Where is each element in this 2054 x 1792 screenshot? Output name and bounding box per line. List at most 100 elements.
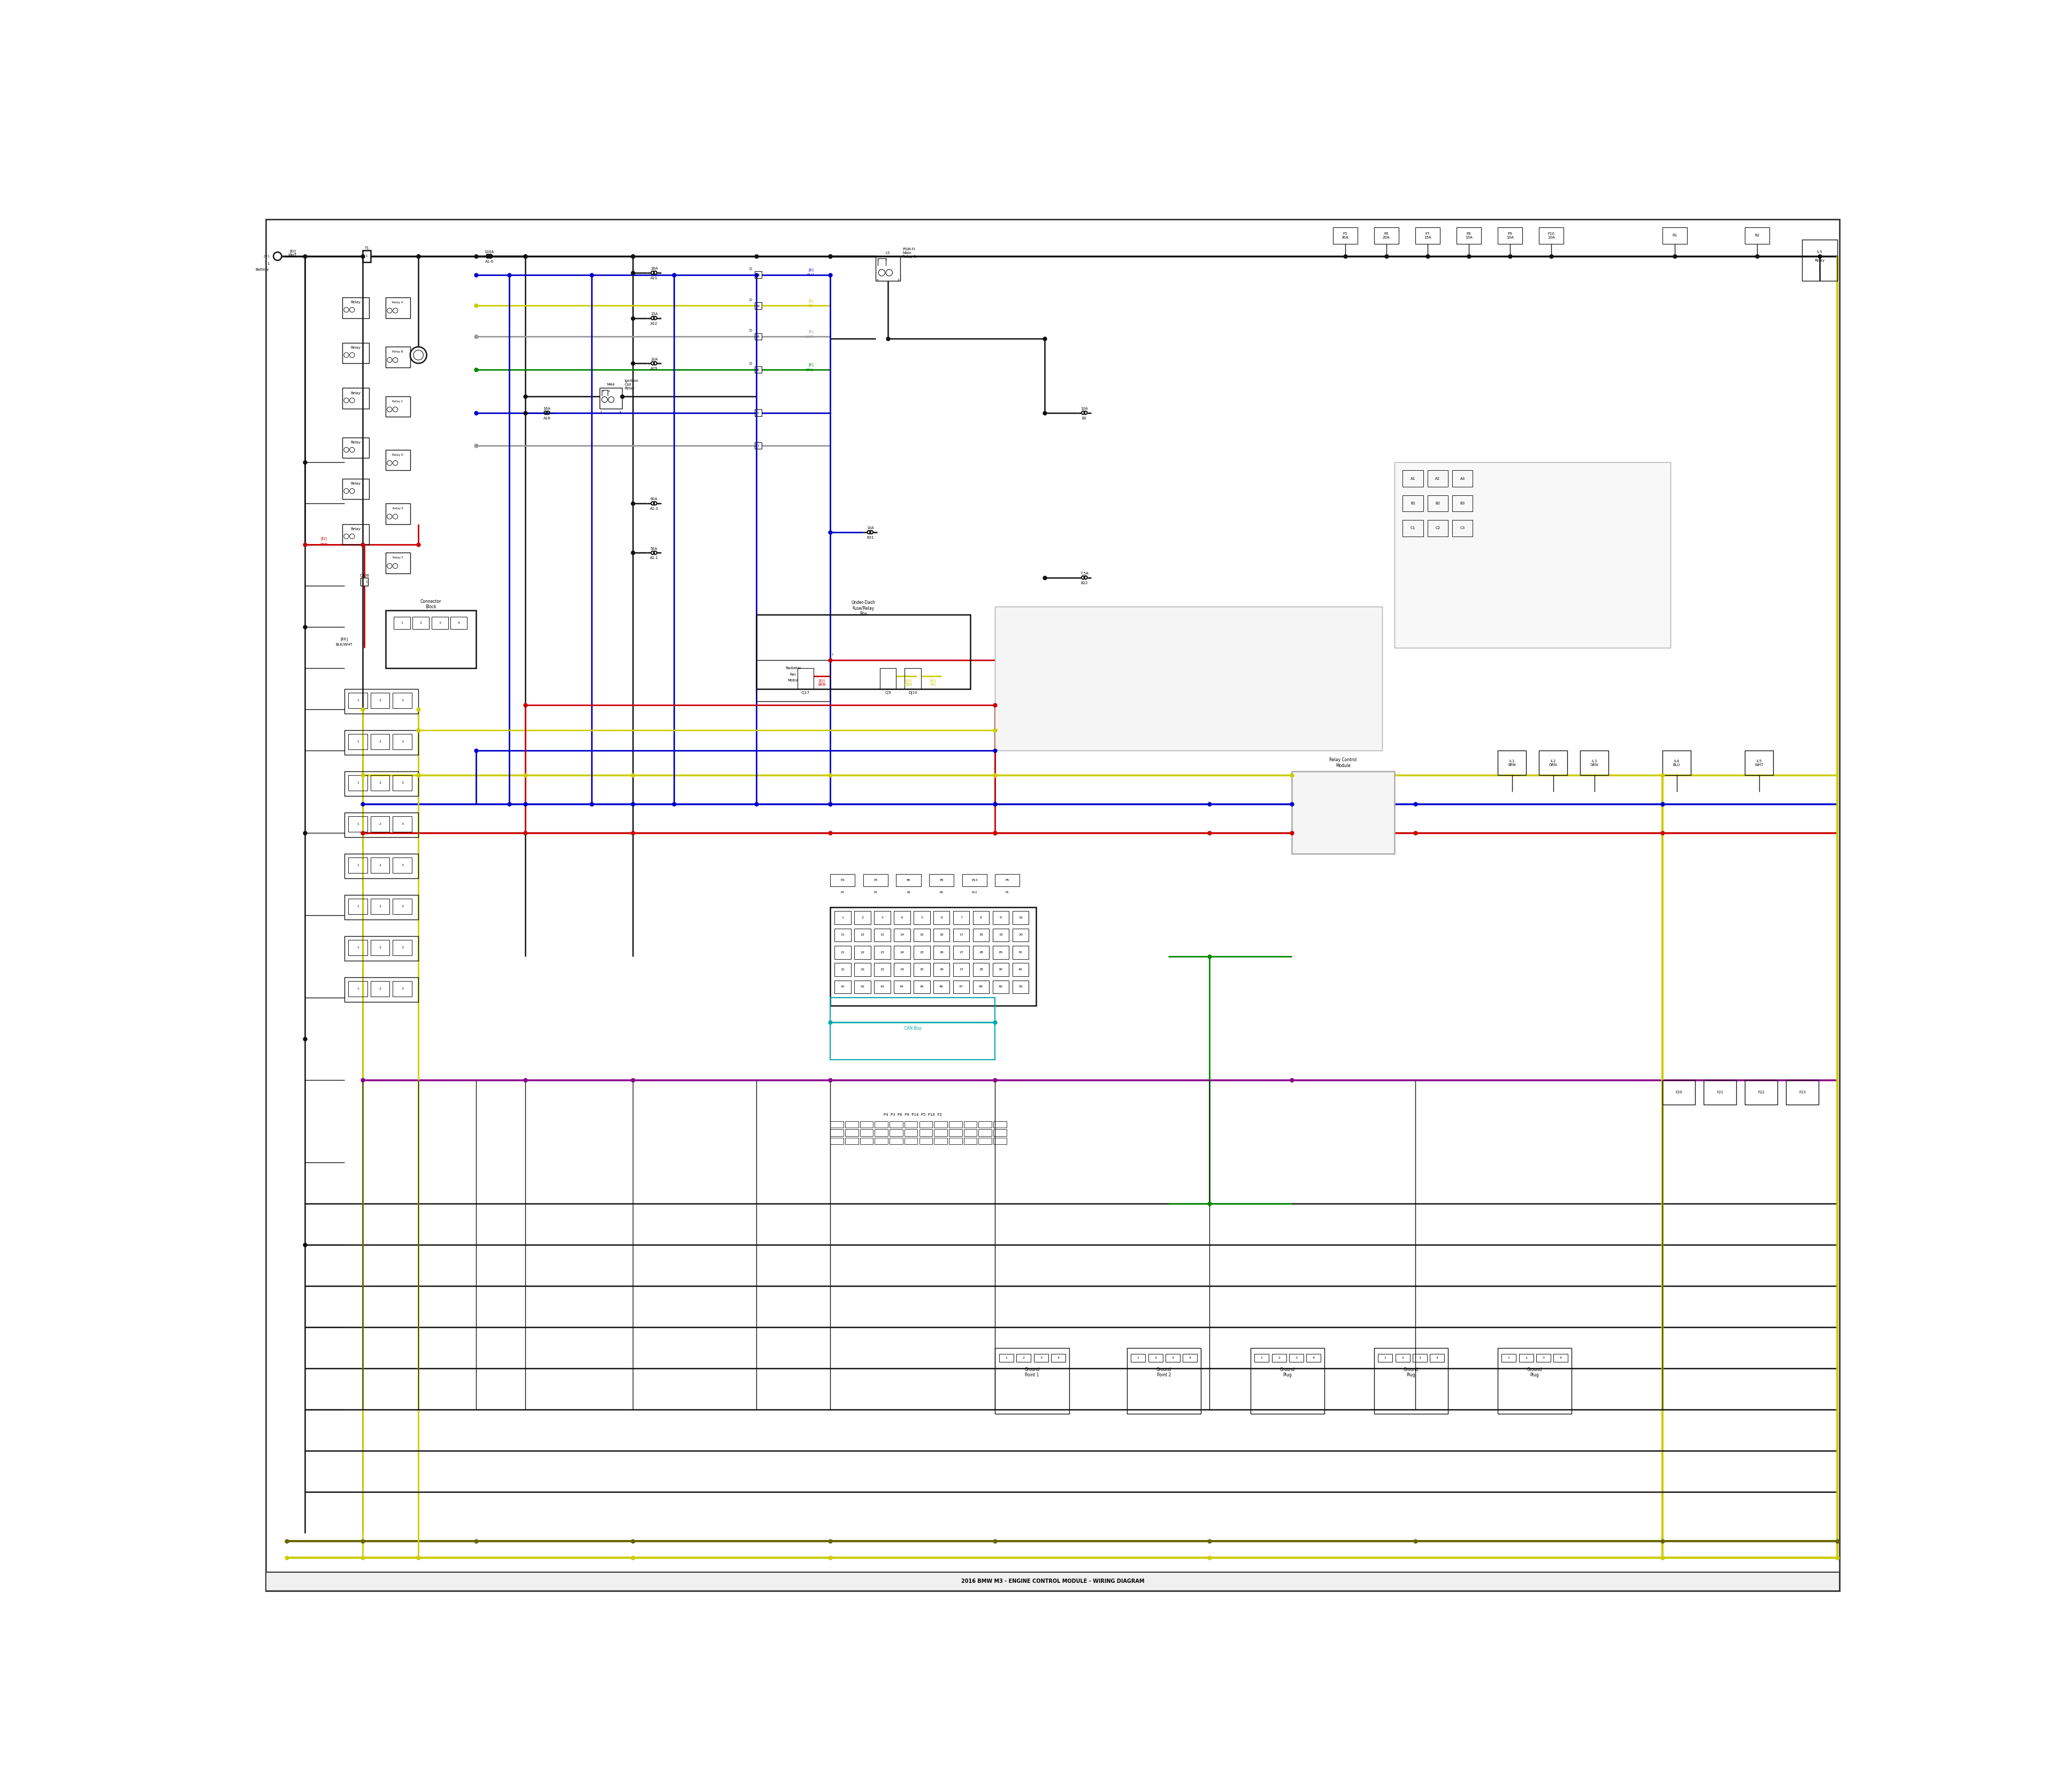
Bar [953, 962, 969, 977]
Text: F22: F22 [1758, 1091, 1764, 1093]
Bar [933, 946, 949, 959]
Text: 3: 3 [401, 781, 403, 785]
Text: 2: 2 [1524, 1357, 1528, 1360]
Text: 4: 4 [1436, 1357, 1438, 1360]
Bar [1497, 1348, 1571, 1414]
Bar [893, 980, 910, 993]
Bar [1428, 520, 1448, 536]
Text: IL5: IL5 [1818, 251, 1822, 254]
Text: Relay E: Relay E [392, 507, 403, 509]
Text: T1: T1 [364, 246, 370, 249]
Bar [370, 694, 390, 708]
Text: Relay: Relay [351, 346, 362, 349]
Bar [349, 817, 368, 831]
Bar [431, 616, 448, 629]
Text: P6: P6 [906, 891, 910, 894]
Text: 1: 1 [267, 262, 269, 265]
Bar [974, 910, 990, 925]
Text: Fan: Fan [791, 672, 797, 676]
Bar [392, 735, 411, 749]
Bar [830, 1122, 844, 1127]
Bar [1013, 910, 1029, 925]
Text: 31: 31 [840, 968, 844, 971]
Text: Relay: Relay [351, 441, 362, 444]
Bar [343, 437, 370, 459]
Text: 10A: 10A [1080, 407, 1089, 410]
Bar [889, 1129, 904, 1136]
Text: 1: 1 [842, 916, 844, 919]
Bar [953, 980, 969, 993]
Bar [1413, 1355, 1428, 1362]
Bar [797, 668, 813, 688]
Text: 24: 24 [900, 952, 904, 953]
Text: 38: 38 [980, 968, 984, 971]
Text: Ground
Plug: Ground Plug [1403, 1367, 1419, 1378]
Bar [854, 910, 871, 925]
Bar [974, 946, 990, 959]
Text: 2: 2 [380, 699, 382, 702]
Bar [949, 1122, 961, 1127]
Bar [834, 962, 850, 977]
Text: 29: 29 [998, 952, 1002, 953]
Bar [994, 1122, 1006, 1127]
Text: 45: 45 [920, 986, 924, 987]
Bar [386, 504, 411, 523]
Text: D: D [750, 330, 752, 332]
Bar [343, 523, 370, 545]
Bar [893, 946, 910, 959]
Text: (+): (+) [263, 254, 269, 258]
Bar [854, 980, 871, 993]
Bar [1183, 1355, 1197, 1362]
Text: 14: 14 [900, 934, 904, 937]
Bar [873, 962, 889, 977]
Bar [935, 1138, 947, 1145]
Text: 16A: 16A [651, 267, 657, 271]
Bar [1395, 1355, 1409, 1362]
Bar [953, 946, 969, 959]
Text: Ignition
Coil
Relay: Ignition Coil Relay [624, 380, 639, 391]
Bar [386, 552, 411, 573]
Text: 22: 22 [861, 952, 865, 953]
Bar [1662, 228, 1686, 244]
Bar [392, 900, 411, 914]
Text: 2: 2 [1023, 1357, 1025, 1360]
Bar [386, 450, 411, 471]
Text: D: D [750, 267, 752, 271]
Bar [1538, 751, 1567, 776]
Bar [1538, 228, 1563, 244]
Text: P9: P9 [939, 891, 943, 894]
Bar [345, 853, 419, 878]
Text: 1: 1 [357, 905, 359, 909]
Bar [370, 982, 390, 996]
Bar [949, 1138, 961, 1145]
Text: 37: 37 [959, 968, 963, 971]
Bar [978, 1129, 992, 1136]
Bar [992, 946, 1009, 959]
Bar [949, 1129, 961, 1136]
Bar [1497, 228, 1522, 244]
Text: 6: 6 [941, 916, 943, 919]
Bar [267, 1572, 1838, 1591]
Text: 100A: 100A [485, 251, 495, 254]
Bar [1033, 1355, 1048, 1362]
Bar [754, 303, 762, 308]
Text: 42: 42 [861, 986, 865, 987]
Bar [349, 694, 368, 708]
Text: Ground
Point 2: Ground Point 2 [1156, 1367, 1171, 1378]
Bar [1017, 1355, 1031, 1362]
Text: 15A: 15A [651, 312, 657, 315]
Bar [1662, 751, 1690, 776]
Text: 18: 18 [980, 934, 984, 937]
Text: 3: 3 [401, 740, 403, 744]
Text: P4  P3  P6  P9  P14  P5  P16  P2: P4 P3 P6 P9 P14 P5 P16 P2 [883, 1113, 943, 1116]
Text: P4: P4 [840, 891, 844, 894]
Bar [928, 874, 953, 887]
Text: R1: R1 [1672, 235, 1676, 237]
Bar [963, 1129, 978, 1136]
Bar [1744, 1081, 1777, 1104]
Bar [345, 977, 419, 1002]
Text: A3: A3 [1460, 477, 1465, 480]
Text: 1: 1 [357, 987, 359, 991]
Bar [1456, 228, 1481, 244]
Bar [963, 1122, 978, 1127]
